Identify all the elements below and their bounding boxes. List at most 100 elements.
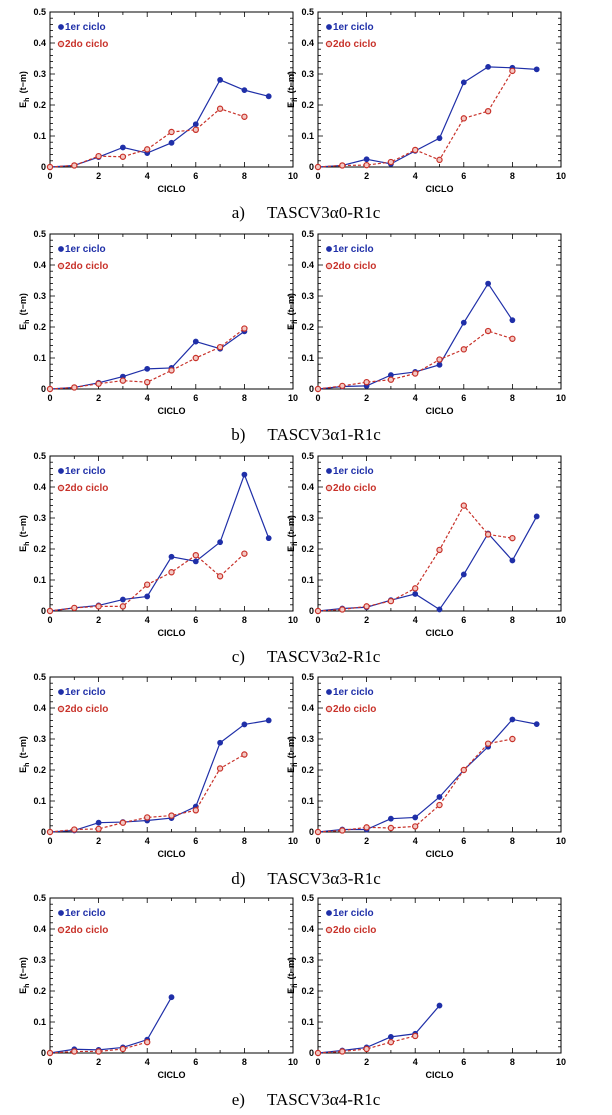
data-point-2 (339, 162, 346, 169)
data-point-1 (412, 814, 419, 821)
y-tick-label: 0.1 (33, 131, 46, 141)
legend-label-1: 1er ciclo (333, 687, 374, 698)
data-point-2 (192, 807, 199, 814)
data-point-1 (509, 716, 516, 723)
data-point-1 (363, 156, 370, 163)
x-tick-label: 8 (510, 1057, 515, 1067)
data-point-2 (314, 828, 322, 836)
legend-label-2: 2do ciclo (65, 925, 108, 936)
data-point-2 (484, 531, 492, 538)
data-point-1 (168, 139, 175, 146)
y-tick-label: 0.5 (301, 451, 314, 461)
data-point-2 (95, 380, 102, 387)
data-point-1 (388, 1033, 394, 1040)
y-tick-label: 0.2 (33, 100, 46, 110)
data-point-2 (46, 163, 54, 171)
legend-label-2: 2do ciclo (333, 39, 376, 50)
series-line-2 (49, 1041, 148, 1054)
caption-text: TASCV3α1-R1c (267, 425, 381, 444)
y-tick-label: 0.4 (33, 260, 46, 270)
y-tick-label: 0.2 (33, 986, 46, 996)
data-point-2 (168, 128, 175, 136)
data-point-1 (120, 144, 126, 151)
x-tick-label: 2 (364, 615, 369, 625)
y-tick-label: 0 (41, 162, 46, 172)
series-line-1 (49, 996, 173, 1054)
plot-frame (317, 676, 562, 833)
series-line-2 (49, 108, 245, 168)
data-point-1 (533, 721, 540, 728)
x-tick-label: 10 (556, 836, 566, 846)
series-line-1 (317, 718, 537, 833)
y-tick-label: 0.1 (33, 1017, 46, 1027)
x-tick-label: 2 (96, 1057, 101, 1067)
x-tick-label: 0 (315, 171, 320, 181)
data-point-1 (241, 721, 248, 728)
y-tick-label: 0.5 (33, 229, 46, 239)
legend-label-2: 2do ciclo (333, 925, 376, 936)
y-tick-label: 0.2 (301, 765, 314, 775)
chart-c-right: 0 2 4 6 8 10 0 0.1 0.2 0.3 0.4 0.5 CICLO Eh (t−m) 1er … (286, 451, 566, 638)
data-point-1 (120, 596, 126, 603)
y-tick-label: 0.4 (301, 924, 314, 934)
data-point-2 (119, 1045, 127, 1053)
data-point-2 (436, 156, 443, 164)
data-point-2 (168, 812, 175, 819)
y-tick-label: 0.5 (301, 7, 314, 17)
caption-letter: d) (231, 869, 246, 888)
y-tick-label: 0.4 (301, 260, 314, 270)
data-point-1 (241, 87, 248, 94)
y-tick-label: 0.2 (33, 765, 46, 775)
data-point-2 (339, 1048, 346, 1055)
legend-marker-2 (325, 262, 333, 270)
data-point-2 (387, 158, 395, 166)
data-point-2 (119, 153, 127, 160)
y-tick-label: 0.2 (33, 322, 46, 332)
data-point-2 (509, 735, 516, 743)
x-tick-label: 6 (193, 615, 198, 625)
legend-marker-1 (326, 468, 332, 474)
data-point-2 (71, 1048, 78, 1055)
data-point-1 (95, 819, 102, 826)
y-axis-label: Eh (t−m) (286, 736, 299, 773)
chart-d-left: 0 2 4 6 8 10 0 0.1 0.2 0.3 0.4 0.5 CICLO Eh (t−m) 1er … (18, 672, 298, 859)
data-point-2 (95, 603, 102, 610)
x-axis-label: CICLO (426, 849, 454, 859)
svg-text:Eh (t−m): Eh (t−m) (286, 736, 299, 773)
data-point-2 (46, 828, 54, 836)
data-point-2 (168, 367, 175, 374)
legend-label-1: 1er ciclo (65, 22, 106, 33)
data-point-2 (216, 343, 224, 351)
data-point-1 (265, 93, 272, 100)
chart-d-right: 0 2 4 6 8 10 0 0.1 0.2 0.3 0.4 0.5 CICLO Eh (t−m) 1er … (286, 672, 566, 859)
x-axis-label: CICLO (158, 628, 186, 638)
x-tick-label: 2 (96, 836, 101, 846)
legend-marker-2 (57, 40, 65, 48)
data-point-1 (436, 361, 443, 368)
legend-label-1: 1er ciclo (65, 244, 106, 255)
data-point-2 (363, 378, 370, 386)
legend-label-2: 2do ciclo (65, 704, 108, 715)
x-tick-label: 0 (315, 393, 320, 403)
y-tick-label: 0.1 (33, 796, 46, 806)
x-tick-label: 2 (364, 836, 369, 846)
legend-label-2: 2do ciclo (65, 261, 108, 272)
x-tick-label: 2 (96, 615, 101, 625)
legend-marker-2 (325, 40, 333, 48)
y-tick-label: 0.1 (301, 353, 314, 363)
data-point-1 (217, 539, 223, 546)
data-point-2 (119, 819, 127, 826)
caption-text: TASCV3α4-R1c (266, 1090, 381, 1109)
x-tick-label: 4 (145, 171, 150, 181)
series-line-1 (49, 719, 269, 833)
x-tick-label: 4 (145, 836, 150, 846)
x-tick-label: 8 (510, 393, 515, 403)
y-tick-label: 0 (41, 827, 46, 837)
y-tick-label: 0.2 (301, 986, 314, 996)
svg-text:Eh (t−m): Eh (t−m) (18, 515, 31, 552)
x-axis-label: CICLO (426, 1070, 454, 1080)
legend-marker-2 (57, 926, 65, 934)
data-point-2 (339, 606, 346, 613)
x-tick-label: 6 (461, 1057, 466, 1067)
